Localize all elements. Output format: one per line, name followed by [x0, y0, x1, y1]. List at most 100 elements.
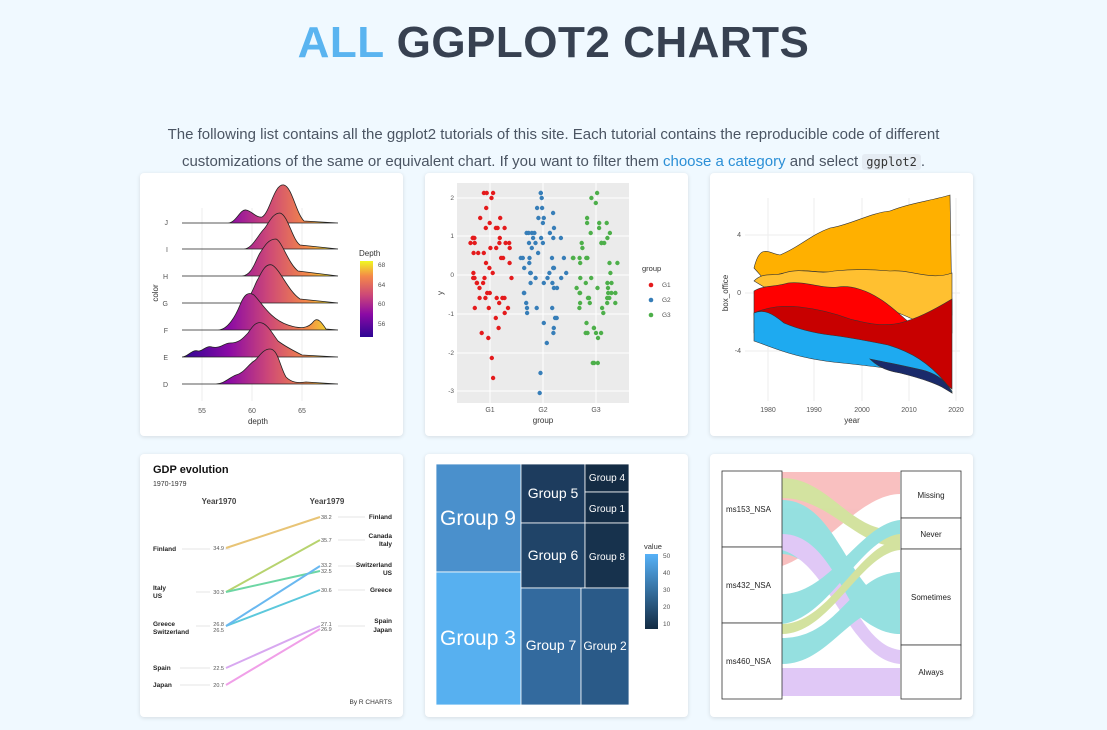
bees-ytick-m1: -1	[448, 311, 454, 318]
beeswarm-point	[589, 275, 594, 281]
chart-card-treemap[interactable]: Group 9 Group 3 Group 5 Group 6 Group 4 …	[425, 454, 688, 717]
beeswarm-point	[472, 240, 477, 246]
chart-card-alluvial[interactable]: ms153_NSA ms432_NSA ms460_NSA Missing Ne…	[710, 454, 973, 717]
chart-card-beeswarm[interactable]: 2 1 0 -1 -2 -3 G1 G2 G3 group y group G1…	[425, 173, 688, 436]
slope-right-value-japan: 26.9	[321, 627, 332, 633]
beeswarm-point	[606, 290, 611, 296]
beeswarm-point	[530, 235, 536, 241]
beeswarm-point	[502, 310, 507, 316]
beeswarm-point	[605, 235, 610, 241]
tile-group2	[580, 587, 630, 706]
node-label-always: Always	[918, 668, 943, 677]
beeswarm-point	[490, 375, 496, 381]
bees-legend-G1: G1	[662, 282, 671, 289]
ridge-xtick-65: 65	[298, 408, 306, 415]
beeswarm-point	[583, 280, 588, 286]
beeswarm-point	[607, 260, 612, 266]
chart-card-streamgraph[interactable]: 4 0 -4 1980 1990 2000 2010 2020 year box…	[710, 173, 973, 436]
beeswarm-point	[487, 220, 492, 226]
chart-card-slope[interactable]: GDP evolution 1970-1979 Year1970 Year197…	[140, 454, 403, 717]
beeswarm-point	[579, 240, 584, 246]
slope-right-greece: Greece	[370, 587, 392, 594]
beeswarm-point	[594, 190, 600, 196]
chart-card-ridgeline[interactable]: J I H G F E D 55 60 65 depth color Depth…	[140, 173, 403, 436]
slope-lines	[225, 516, 321, 686]
node-label-never: Never	[920, 530, 942, 539]
slope-right-switzerland: Switzerland	[356, 562, 392, 569]
alluvial-thumbnail: ms153_NSA ms432_NSA ms460_NSA Missing Ne…	[721, 470, 962, 700]
alluvial-flows	[782, 472, 900, 696]
slope-left-value-italy: 30.3	[213, 590, 224, 596]
beeswarm-point	[561, 255, 567, 261]
beeswarm-point	[601, 310, 606, 316]
beeswarm-point	[503, 240, 508, 246]
beeswarm-point	[588, 230, 593, 236]
slope-right-value-spain: 27.1	[321, 622, 332, 628]
beeswarm-point	[502, 225, 507, 231]
beeswarm-point	[536, 215, 541, 221]
beeswarm-point	[551, 285, 557, 291]
beeswarm-point	[483, 295, 488, 301]
beeswarm-point	[537, 390, 542, 396]
slope-line-spain	[225, 625, 321, 669]
beeswarm-point	[564, 270, 569, 276]
beeswarm-point	[527, 260, 532, 266]
beeswarm-point	[479, 330, 484, 336]
beeswarm-point	[494, 245, 499, 251]
beeswarm-point	[551, 225, 557, 231]
alluvial-nodes	[721, 470, 962, 700]
tile-group8	[584, 522, 630, 589]
tile-label-group7: Group 7	[526, 637, 577, 653]
flow-teal-bottom	[782, 572, 900, 664]
beeswarm-point	[495, 225, 500, 231]
beeswarm-point	[607, 230, 613, 236]
node-ms460	[721, 622, 783, 700]
slope-left-spain: Spain	[153, 665, 171, 672]
beeswarm-point	[484, 205, 489, 211]
beeswarm-point	[598, 330, 604, 336]
beeswarm-point	[540, 240, 546, 246]
slope-left-value-greece: 26.8	[213, 622, 224, 628]
bees-ytick-1: 1	[450, 233, 454, 240]
stream-xtick-2010: 2010	[901, 407, 917, 414]
bees-xtick-G3: G3	[591, 407, 600, 414]
beeswarm-point	[533, 275, 538, 281]
ridge-F	[182, 293, 339, 331]
beeswarm-point	[486, 335, 491, 341]
beeswarm-point	[596, 225, 602, 231]
ridge-tick-E: E	[163, 355, 168, 362]
beeswarm-point	[584, 220, 590, 226]
beeswarm-point	[481, 250, 486, 256]
slope-right-value-us: 32.5	[321, 569, 332, 575]
beeswarm-point	[472, 305, 477, 311]
beeswarm-point	[468, 240, 473, 246]
choose-category-link[interactable]: choose a category	[663, 153, 786, 170]
treemap-thumbnail: Group 9 Group 3 Group 5 Group 6 Group 4 …	[435, 463, 671, 706]
ridge-J	[182, 184, 339, 224]
beeswarm-point	[497, 300, 502, 306]
beeswarm-point	[483, 260, 489, 266]
slope-right-finland: Finland	[369, 514, 392, 521]
bees-legend-G3: G3	[662, 312, 671, 319]
beeswarm-point	[524, 310, 530, 316]
tile-label-group6: Group 6	[528, 547, 579, 563]
slope-right-japan: Japan	[373, 627, 392, 634]
beeswarm-point	[498, 255, 504, 261]
beeswarm-point	[538, 235, 544, 241]
slope-right-value-finland: 38.2	[321, 515, 332, 521]
ridge-E	[181, 322, 339, 358]
beeswarm-point	[471, 250, 476, 256]
beeswarm-point	[574, 285, 579, 291]
beeswarm-point	[541, 280, 546, 286]
beeswarm-point	[493, 315, 498, 321]
tile-group9	[435, 463, 522, 573]
beeswarm-point	[559, 275, 564, 281]
slope-subtitle: 1970-1979	[153, 481, 187, 488]
slope-right-canada: Canada	[369, 533, 393, 540]
node-sometimes	[900, 548, 962, 646]
beeswarm-point	[482, 275, 487, 281]
beeswarm-point	[577, 305, 582, 311]
beeswarm-point	[554, 285, 560, 291]
beeswarm-point	[593, 200, 598, 206]
ridge-tick-G: G	[163, 301, 168, 308]
